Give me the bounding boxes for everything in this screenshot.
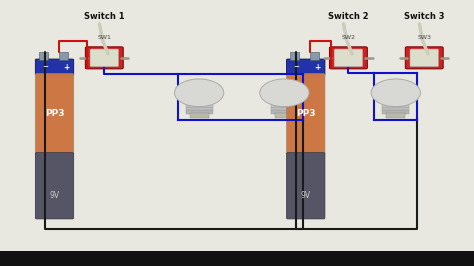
Bar	[290, 52, 299, 60]
Text: PP3: PP3	[45, 110, 64, 118]
Bar	[271, 107, 298, 110]
Text: −: −	[293, 64, 299, 70]
Text: Switch 3: Switch 3	[404, 12, 445, 21]
Bar	[271, 104, 298, 107]
Bar	[310, 52, 319, 60]
Text: Switch 2: Switch 2	[328, 12, 369, 21]
Circle shape	[371, 79, 420, 107]
Text: +: +	[63, 63, 70, 72]
Bar	[190, 113, 209, 118]
Text: 9V: 9V	[301, 191, 311, 200]
Bar	[185, 104, 213, 107]
Text: Switch 1: Switch 1	[84, 12, 125, 21]
Bar	[185, 101, 213, 104]
FancyBboxPatch shape	[35, 153, 74, 219]
Text: 9V: 9V	[49, 191, 60, 200]
Bar	[382, 101, 410, 104]
Circle shape	[174, 79, 224, 107]
Text: SW1: SW1	[97, 35, 111, 40]
Bar	[271, 110, 298, 114]
FancyBboxPatch shape	[286, 153, 325, 219]
Bar	[39, 52, 48, 60]
FancyBboxPatch shape	[35, 74, 74, 154]
FancyBboxPatch shape	[90, 49, 118, 67]
Bar	[185, 110, 213, 114]
Bar	[275, 113, 294, 118]
FancyBboxPatch shape	[334, 49, 363, 67]
FancyBboxPatch shape	[329, 47, 367, 69]
Text: +: +	[314, 63, 321, 72]
FancyBboxPatch shape	[286, 59, 325, 75]
FancyBboxPatch shape	[405, 47, 443, 69]
Bar	[386, 113, 405, 118]
Circle shape	[260, 79, 309, 107]
Bar	[382, 104, 410, 107]
Bar	[271, 101, 298, 104]
Bar	[382, 107, 410, 110]
Bar	[185, 107, 213, 110]
Bar	[0, 251, 474, 266]
Text: SW3: SW3	[417, 35, 431, 40]
Text: −: −	[42, 64, 48, 70]
Bar	[59, 52, 68, 60]
Text: PP3: PP3	[296, 110, 316, 118]
FancyBboxPatch shape	[85, 47, 123, 69]
FancyBboxPatch shape	[35, 59, 74, 75]
FancyBboxPatch shape	[410, 49, 438, 67]
Text: SW2: SW2	[341, 35, 356, 40]
FancyBboxPatch shape	[286, 74, 325, 154]
Bar	[382, 110, 410, 114]
